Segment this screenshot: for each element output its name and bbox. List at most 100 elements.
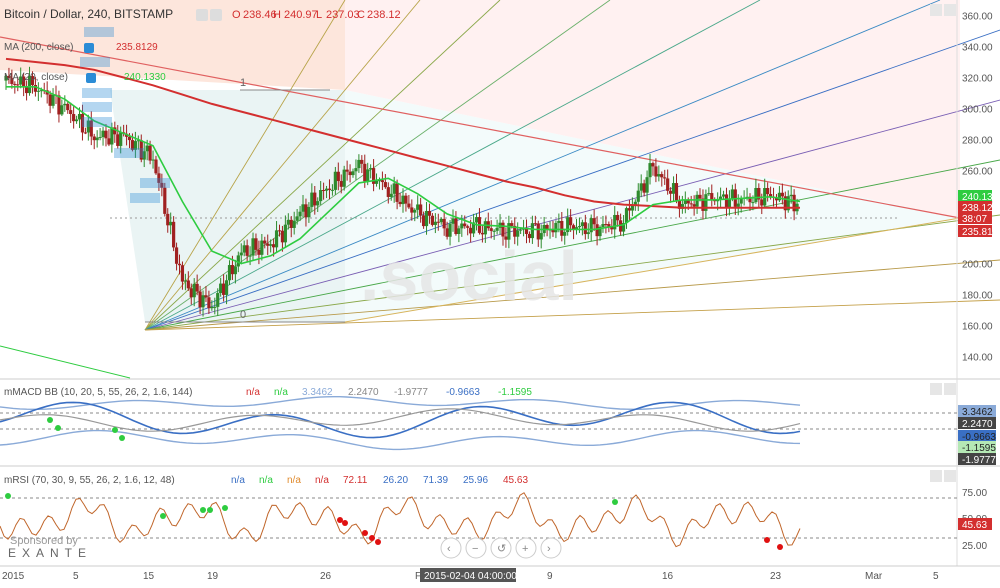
chart-nav-buttons[interactable]: ‹ − ↺ + › — [440, 537, 562, 559]
macd-axis-label-3: -1.1595 — [962, 443, 996, 454]
candle-body-11 — [36, 90, 40, 92]
candle-body-204 — [604, 224, 608, 226]
ma20-visibility-button[interactable] — [86, 73, 96, 83]
candle-body-259 — [766, 188, 770, 195]
candle-body-136 — [404, 195, 408, 204]
candle-body-73 — [219, 283, 223, 294]
candle-body-70 — [210, 306, 214, 309]
legend-hide-button[interactable] — [210, 9, 222, 21]
candle-body-181 — [536, 223, 540, 240]
candle-body-22 — [69, 110, 73, 115]
fib-zone-top — [0, 0, 345, 90]
candle-body-112 — [333, 171, 337, 190]
candle-body-94 — [280, 230, 285, 243]
macd-band-lower — [0, 429, 801, 451]
candle-body-69 — [207, 297, 211, 309]
macd-dot-3 — [119, 435, 125, 441]
candle-body-67 — [201, 295, 205, 308]
pane-maximize-button[interactable] — [930, 4, 942, 16]
rsi-current-bg — [958, 518, 992, 530]
nav-button-0[interactable] — [440, 537, 462, 559]
candle-body-225 — [666, 178, 670, 191]
rsi-title: mRSI (70, 30, 9, 55, 26, 2, 1.6, 12, 48) — [4, 475, 175, 486]
candle-body-79 — [236, 255, 240, 267]
candle-body-188 — [557, 220, 561, 223]
candle-body-141 — [419, 204, 423, 216]
price-label-3: 235.81 — [962, 227, 993, 238]
candle-body-38 — [116, 134, 120, 146]
candle-body-129 — [383, 182, 387, 188]
candle-body-148 — [439, 218, 443, 223]
candle-body-268 — [792, 194, 796, 212]
price-tick-8: 200.00 — [962, 260, 993, 271]
candle-body-8 — [27, 76, 32, 94]
candle-body-137 — [407, 203, 411, 208]
price-tick-4: 280.00 — [962, 136, 993, 147]
candle-body-7 — [24, 87, 29, 94]
candle-body-24 — [74, 119, 79, 122]
candle-body-32 — [98, 137, 102, 139]
macd-pane-down-button[interactable] — [944, 383, 956, 395]
nav-button-3[interactable] — [515, 537, 537, 559]
candle-body-203 — [601, 224, 605, 227]
candle-body-189 — [560, 220, 564, 236]
rsi-dot-8 — [362, 530, 368, 536]
ma20-legend-value: 240.1330 — [124, 72, 166, 83]
candle-body-83 — [248, 255, 252, 257]
candle-body-249 — [736, 203, 740, 207]
candle-body-89 — [266, 243, 270, 246]
macd-value-5: -0.9663 — [446, 387, 480, 398]
candle-body-3 — [13, 83, 17, 85]
rsi-dot-11 — [764, 537, 770, 543]
fan-line-7 — [144, 99, 1000, 331]
candle-body-127 — [377, 180, 382, 182]
candle-body-218 — [645, 177, 649, 193]
candle-body-170 — [504, 236, 508, 240]
candle-body-167 — [495, 227, 499, 231]
candle-body-234 — [692, 204, 696, 207]
candle-body-250 — [739, 198, 743, 204]
candle-body-77 — [230, 265, 235, 275]
candle-body-142 — [421, 215, 426, 227]
candle-body-171 — [507, 223, 511, 240]
price-axis[interactable]: 360.00 340.00 320.00 300.00 280.00 260.00 240.… — [962, 12, 993, 364]
rsi-dot-6 — [337, 517, 343, 523]
time-tick-8: 23 — [770, 571, 782, 582]
candle-body-143 — [424, 210, 429, 227]
candle-body-146 — [433, 221, 437, 225]
candle-body-59 — [177, 263, 182, 266]
fib-zone-middle — [110, 90, 345, 322]
candle-body-152 — [451, 218, 455, 224]
pane-close-button[interactable] — [944, 4, 956, 16]
price-label-bg-0 — [958, 190, 992, 202]
rsi-tick-0: 75.00 — [962, 488, 987, 499]
candle-body-216 — [639, 183, 643, 191]
nav-button-label-2: ↺ — [497, 543, 506, 555]
rsi-pane-down-button[interactable] — [944, 470, 956, 482]
candle-body-120 — [357, 159, 361, 169]
crosshair-time-bg — [420, 568, 516, 582]
candle-body-178 — [527, 233, 532, 239]
rsi-pane-up-button[interactable] — [930, 470, 942, 482]
support-line — [344, 217, 961, 323]
legend-settings-button[interactable] — [196, 9, 208, 21]
candle-body-213 — [630, 205, 634, 211]
candle-body-239 — [707, 193, 711, 195]
candle-body-230 — [680, 204, 684, 209]
symbol-title: Bitcoin / Dollar, 240, BITSTAMP — [4, 7, 173, 21]
nav-button-4[interactable] — [540, 537, 562, 559]
rsi-pane[interactable]: mRSI (70, 30, 9, 55, 26, 2, 1.6, 12, 48)… — [0, 475, 992, 560]
candle-body-224 — [663, 177, 667, 179]
main-pane[interactable]: 1 0 .social — [0, 0, 1000, 379]
nav-button-1[interactable] — [465, 537, 487, 559]
candle-body-57 — [172, 221, 176, 248]
ma200-visibility-button[interactable] — [84, 43, 94, 53]
candle-body-154 — [457, 228, 461, 235]
macd-pane[interactable]: mMACD BB (10, 20, 5, 55, 26, 2, 1.6, 144… — [0, 387, 996, 466]
candle-body-49 — [148, 145, 152, 161]
macd-pane-up-button[interactable] — [930, 383, 942, 395]
nav-button-2[interactable] — [490, 537, 512, 559]
